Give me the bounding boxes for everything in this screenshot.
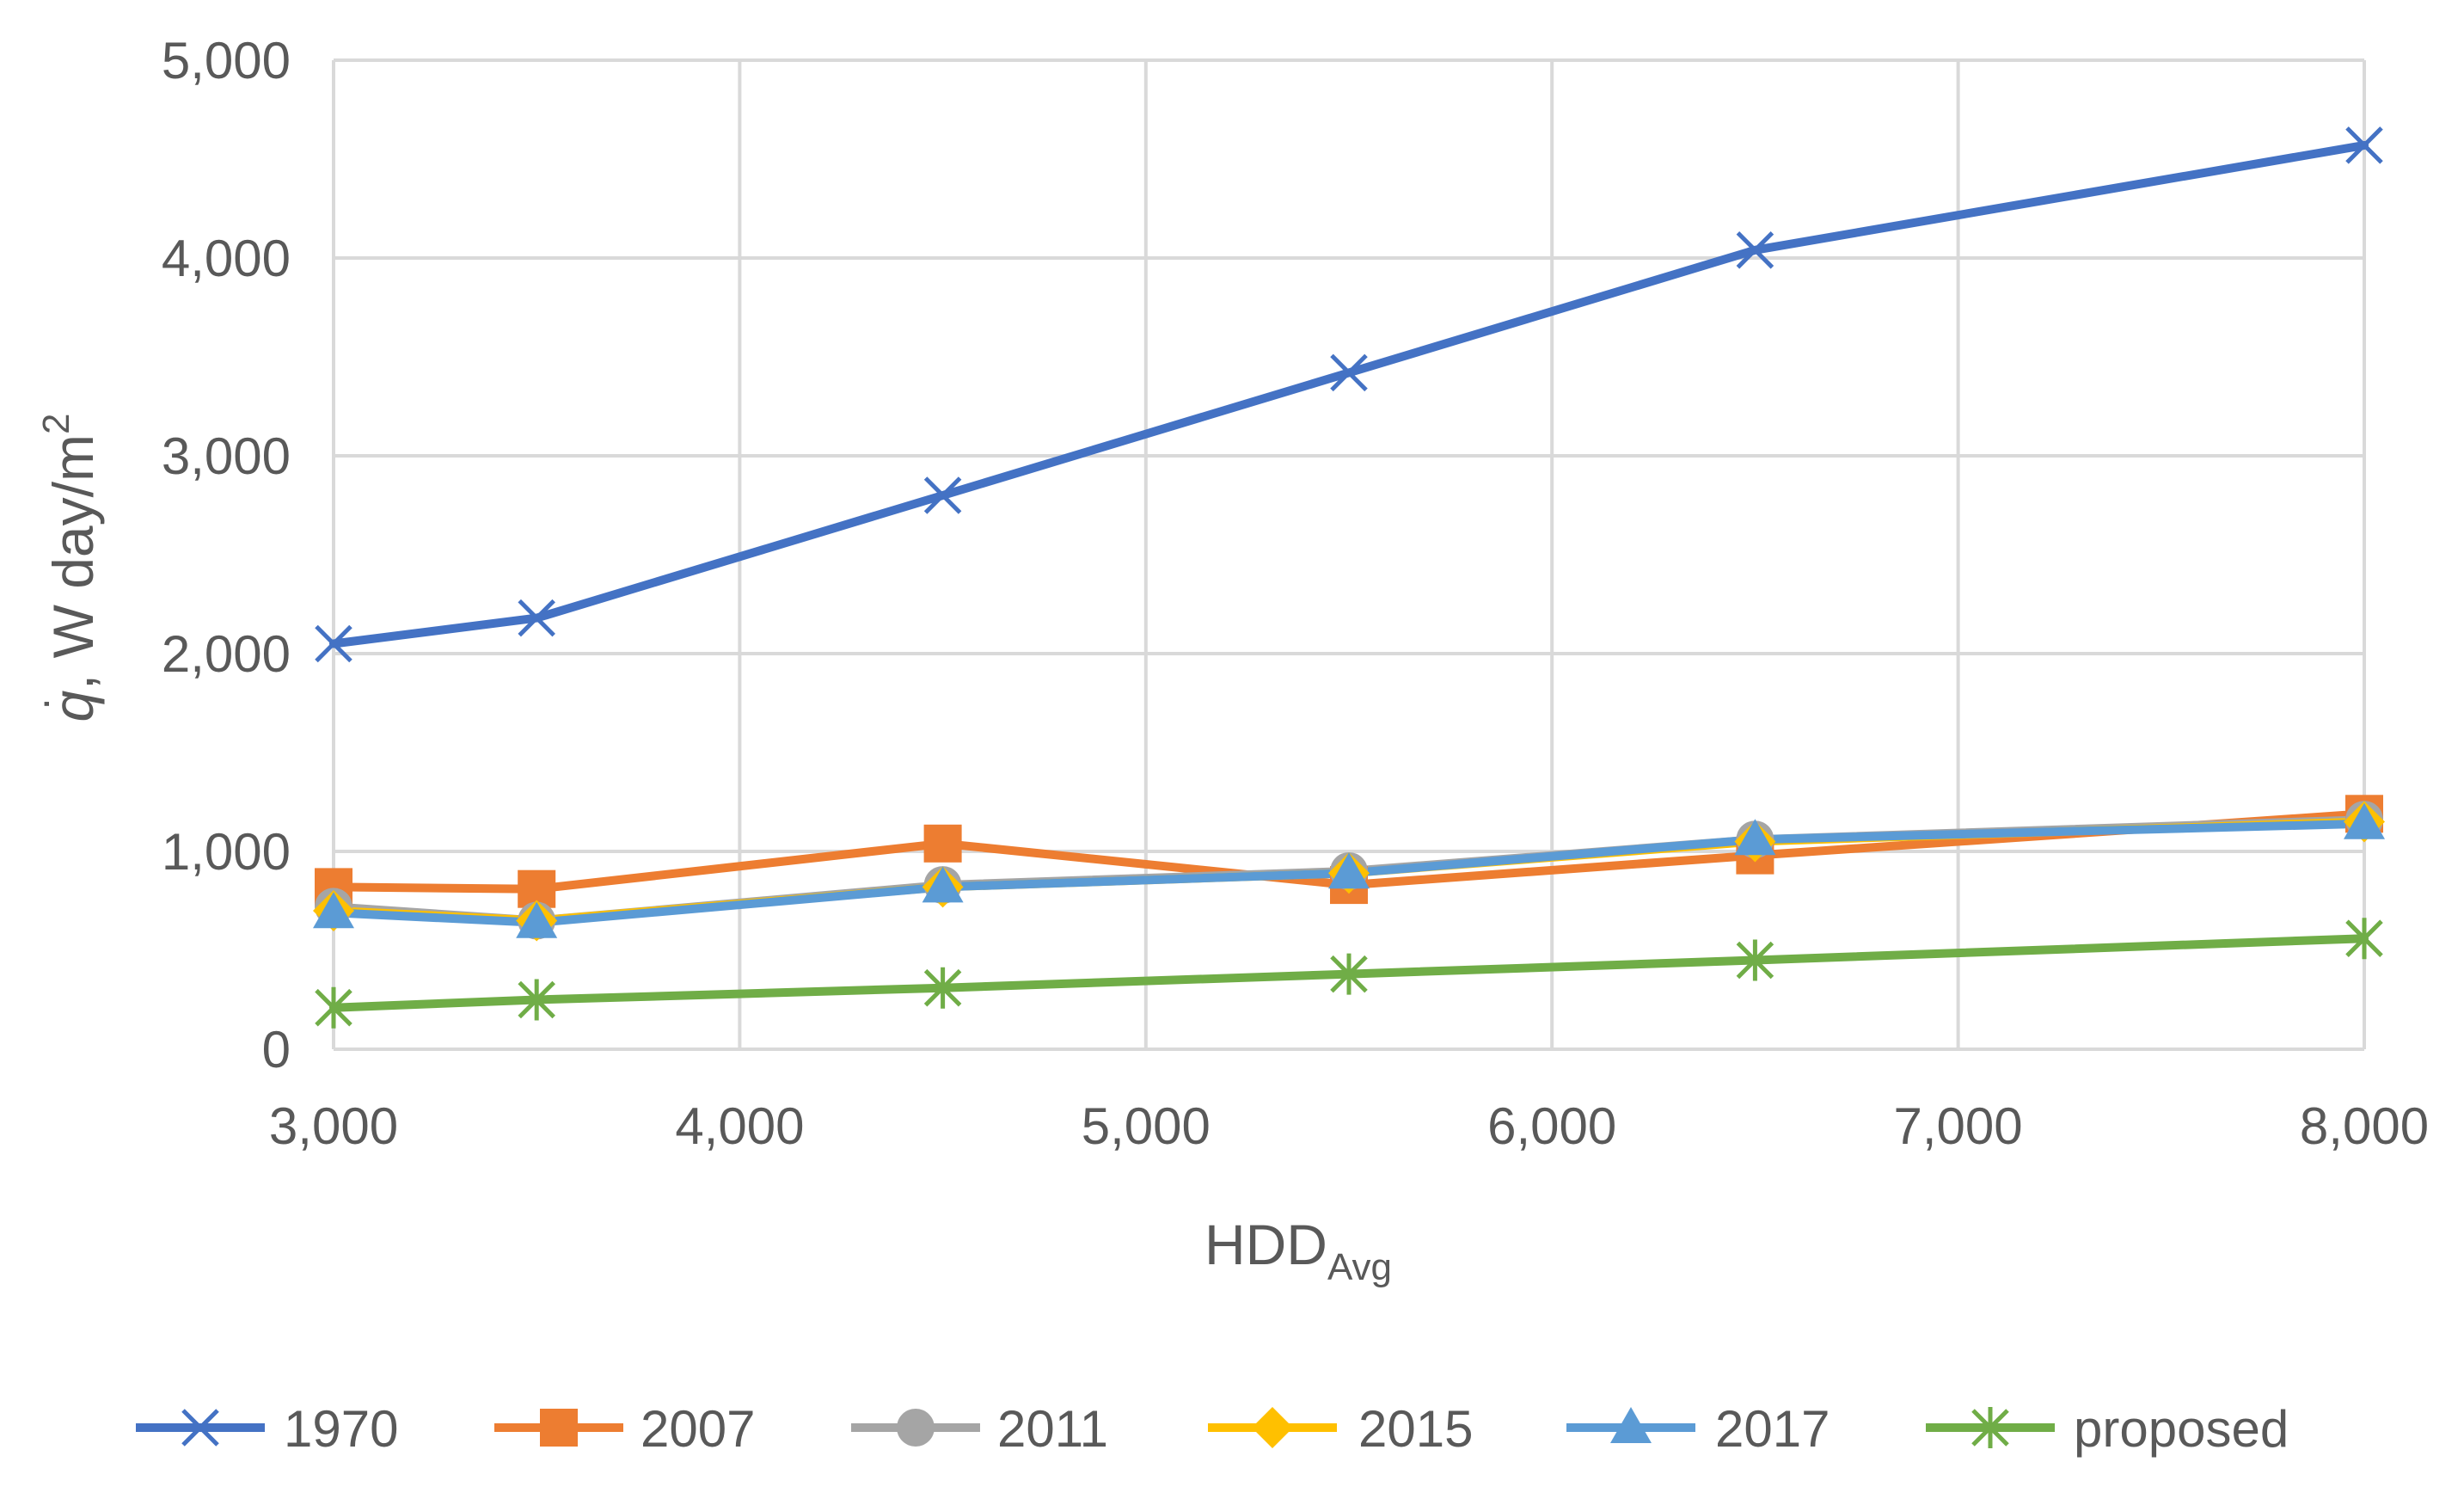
series-line-1970 bbox=[329, 140, 2369, 648]
data-point-1970 bbox=[1736, 231, 1774, 269]
data-point-2017 bbox=[2344, 802, 2385, 839]
legend-label: 1970 bbox=[284, 1400, 398, 1458]
y-axis-title-rest: , W day/m bbox=[41, 434, 105, 690]
y-axis-title-symbol: q bbox=[41, 690, 105, 722]
data-point-2017 bbox=[1734, 819, 1776, 856]
data-point-2017 bbox=[516, 901, 558, 938]
y-tick-label: 5,000 bbox=[162, 32, 291, 89]
legend: 1970 2007 2011 2015 2017 proposed bbox=[136, 1400, 2289, 1458]
x-axis-title: HDDAvg bbox=[1204, 1213, 1392, 1288]
data-point-proposed bbox=[518, 979, 555, 1021]
data-point-1970 bbox=[2345, 126, 2383, 164]
y-tick-label: 4,000 bbox=[162, 230, 291, 287]
data-point-1970 bbox=[315, 624, 352, 663]
y-axis-title: q· , W day/m2 bbox=[20, 414, 105, 722]
x-tick-label: 4,000 bbox=[675, 1097, 804, 1155]
data-point-1970 bbox=[518, 599, 555, 637]
data-point-2017 bbox=[922, 866, 964, 903]
legend-label: 2015 bbox=[1358, 1400, 1473, 1458]
x-tick-label: 6,000 bbox=[1487, 1097, 1616, 1155]
y-tick-labels: 0 1,000 2,000 3,000 4,000 5,000 bbox=[162, 32, 291, 1078]
x-axis-title-sub: Avg bbox=[1327, 1246, 1392, 1288]
legend-marker bbox=[1252, 1407, 1293, 1448]
legend-item-proposed: proposed bbox=[1926, 1400, 2289, 1458]
x-tick-label: 5,000 bbox=[1082, 1097, 1211, 1155]
series-line-proposed bbox=[329, 934, 2369, 1012]
legend-label: 2011 bbox=[997, 1400, 1108, 1458]
series-markers bbox=[313, 126, 2385, 1029]
legend-marker bbox=[1971, 1407, 2009, 1448]
data-point-1970 bbox=[1330, 353, 1368, 392]
data-point-2007 bbox=[923, 824, 962, 863]
series-lines bbox=[329, 140, 2369, 1012]
y-axis-title-dot: · bbox=[20, 697, 68, 711]
data-point-proposed bbox=[1330, 953, 1368, 995]
data-point-proposed bbox=[2345, 918, 2383, 960]
data-point-1970 bbox=[923, 476, 962, 514]
legend-marker bbox=[897, 1409, 935, 1447]
y-tick-label: 0 bbox=[262, 1021, 291, 1078]
data-point-2017 bbox=[1328, 852, 1370, 889]
legend-label: proposed bbox=[2074, 1400, 2289, 1458]
data-point-proposed bbox=[1736, 939, 1774, 981]
legend-item-1970: 1970 bbox=[136, 1400, 398, 1458]
legend-item-2007: 2007 bbox=[494, 1400, 755, 1458]
legend-label: 2007 bbox=[641, 1400, 755, 1458]
legend-marker bbox=[1610, 1407, 1652, 1443]
legend-item-2011: 2011 bbox=[851, 1400, 1108, 1458]
legend-label: 2017 bbox=[1715, 1400, 1830, 1458]
y-tick-label: 3,000 bbox=[162, 427, 291, 485]
x-tick-label: 8,000 bbox=[2300, 1097, 2429, 1155]
legend-marker bbox=[540, 1409, 578, 1447]
series-line-2017 bbox=[329, 819, 2369, 927]
x-tick-label: 7,000 bbox=[1894, 1097, 2023, 1155]
y-axis-title-sup: 2 bbox=[35, 414, 77, 434]
legend-marker bbox=[181, 1409, 219, 1447]
x-tick-label: 3,000 bbox=[269, 1097, 398, 1155]
y-tick-label: 1,000 bbox=[162, 823, 291, 881]
x-tick-labels: 3,000 4,000 5,000 6,000 7,000 8,000 bbox=[269, 1097, 2429, 1155]
y-tick-label: 2,000 bbox=[162, 625, 291, 683]
legend-item-2017: 2017 bbox=[1566, 1400, 1830, 1458]
data-point-proposed bbox=[923, 967, 962, 1009]
data-point-proposed bbox=[315, 986, 352, 1029]
gridlines bbox=[332, 58, 2366, 1051]
series-line-2007 bbox=[329, 809, 2369, 894]
legend-item-2015: 2015 bbox=[1208, 1400, 1473, 1458]
data-point-2017 bbox=[313, 892, 354, 929]
x-axis-title-main: HDD bbox=[1204, 1213, 1327, 1276]
